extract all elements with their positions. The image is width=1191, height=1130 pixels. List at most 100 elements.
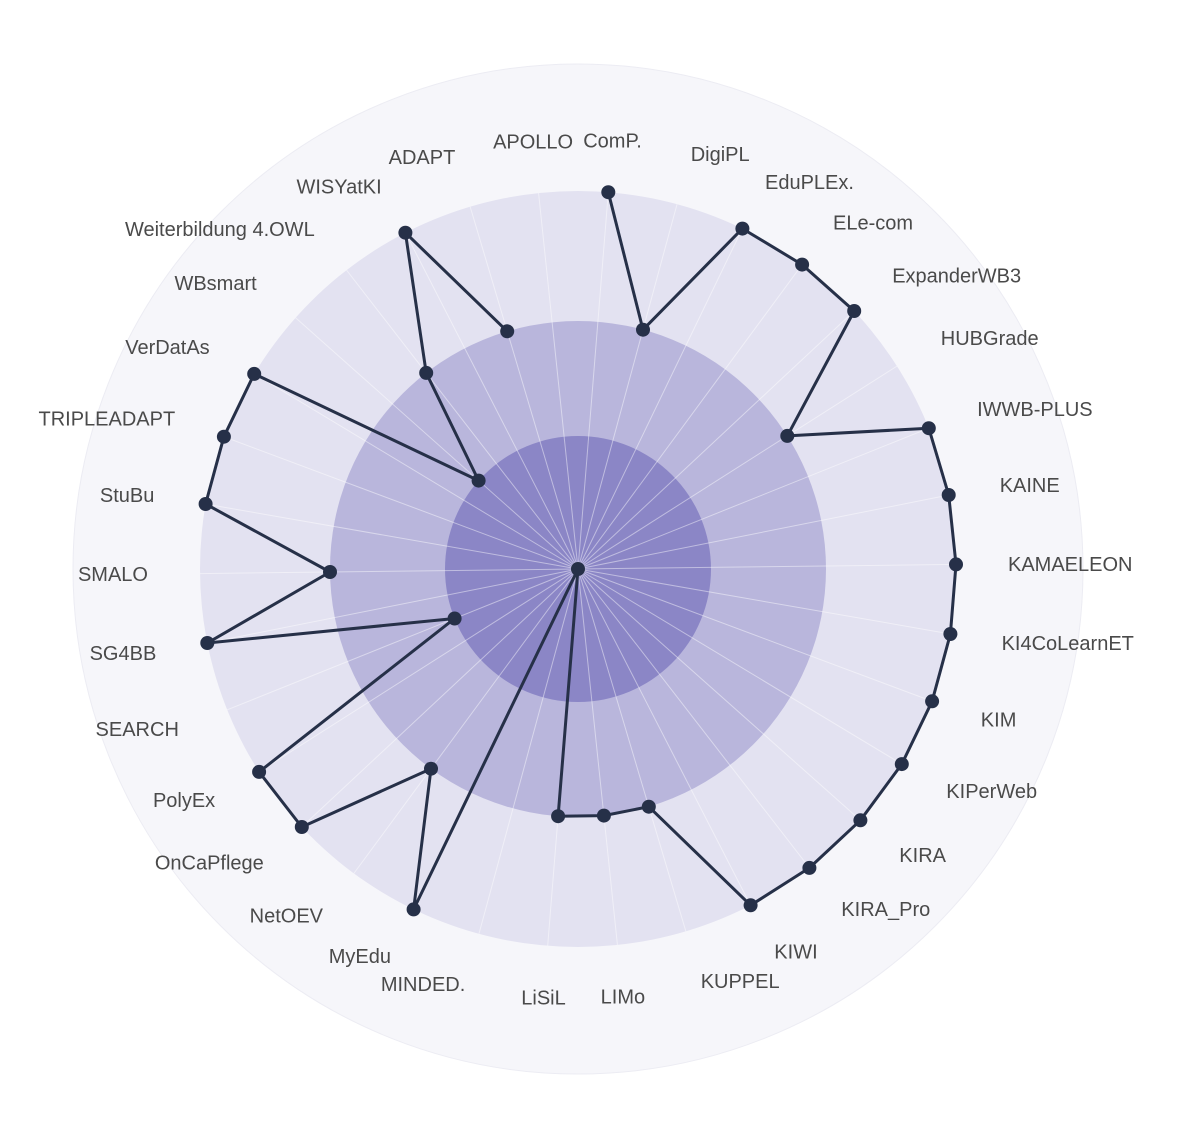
- axis-label-tripleadapt: TRIPLEADAPT: [38, 409, 175, 431]
- gridline-wbsmart: [295, 317, 579, 570]
- axis-label-wisyatki: WISYatKI: [296, 176, 381, 198]
- axis-label-comp: ComP.: [583, 130, 642, 152]
- data-series: [198, 185, 963, 917]
- point-limo: [596, 808, 611, 823]
- gridline-tripleadapt: [223, 436, 579, 570]
- axis-label-kiwi: KIWI: [774, 942, 817, 964]
- point-tripleadapt: [216, 429, 231, 444]
- axis-label-ele-com: ELe-com: [833, 213, 913, 235]
- axis-label-limo: LIMo: [601, 987, 645, 1009]
- point-oncapflege: [294, 820, 309, 834]
- point-kiwi: [743, 898, 758, 913]
- radial-gridlines: [200, 192, 956, 946]
- gridline-kuppel: [577, 568, 687, 932]
- axis-label-hubgrade: HUBGrade: [941, 328, 1039, 350]
- point-kira-pro: [802, 860, 817, 875]
- axis-label-verdatas: VerDatAs: [125, 337, 209, 359]
- point-ki4colearnet: [943, 627, 958, 641]
- axis-label-kiperweb: KIPerWeb: [946, 781, 1037, 803]
- axis-label-kira: KIRA: [899, 845, 946, 867]
- point-stubu: [198, 497, 213, 511]
- axis-label-search: SEARCH: [96, 719, 179, 741]
- gridline-kim: [577, 568, 933, 702]
- axis-label-iwwb-plus: IWWB-PLUS: [977, 399, 1093, 421]
- gridline-apollo: [538, 193, 579, 570]
- gridline-hubgrade: [577, 365, 898, 570]
- axis-label-smalo: SMALO: [78, 564, 148, 586]
- axis-label-myedu: MyEdu: [329, 946, 391, 968]
- point-kiperweb: [894, 757, 909, 772]
- axis-label-kaine: KAINE: [1000, 475, 1060, 497]
- gridline-smalo: [200, 568, 579, 575]
- gridline-ele-com: [577, 264, 803, 570]
- gridline-digipl: [577, 204, 678, 570]
- axis-label-adapt: ADAPT: [389, 147, 456, 169]
- axis-label-expanderwb3: ExpanderWB3: [892, 266, 1021, 288]
- gridline-oncapflege: [301, 568, 579, 828]
- axis-labels: ComP. DigiPL EduPLEx. ELe-com ExpanderWB3 HUB…: [38, 130, 1133, 1009]
- axis-label-kuppel: KUPPEL: [701, 971, 780, 993]
- gridline-minded: [478, 568, 579, 934]
- gridline-kira: [577, 568, 861, 821]
- axis-label-eduplex: EduPLEx.: [765, 172, 854, 194]
- point-kamaeleon: [949, 557, 963, 572]
- point-sg4bb: [200, 636, 215, 650]
- gridline-adapt: [469, 206, 579, 570]
- point-ele-com: [795, 257, 810, 272]
- point-digipl: [636, 322, 650, 337]
- axis-label-polyex: PolyEx: [153, 790, 215, 812]
- axis-label-lisil: LiSiL: [521, 988, 565, 1010]
- gridline-polyex: [258, 568, 579, 773]
- point-eduplex: [735, 221, 750, 236]
- axis-label-ki4colearnet: KI4CoLearnET: [1002, 633, 1134, 655]
- point-kaine: [941, 488, 956, 502]
- point-kira: [853, 813, 868, 828]
- point-wisyatki: [398, 225, 413, 240]
- gridline-search: [227, 568, 579, 711]
- point-netoev: [424, 761, 438, 776]
- point-minded: [571, 562, 585, 576]
- point-kuppel: [641, 799, 656, 814]
- axis-label-weiterbildung-4-owl: Weiterbildung 4.OWL: [125, 219, 315, 241]
- axis-label-wbsmart: WBsmart: [174, 273, 257, 295]
- point-comp: [601, 185, 616, 200]
- gridline-eduplex: [577, 228, 743, 570]
- gridline-expanderwb3: [577, 310, 855, 570]
- point-smalo: [323, 565, 337, 579]
- gridline-sg4bb: [207, 568, 579, 644]
- point-lisil: [551, 809, 566, 824]
- axis-label-minded: MINDED.: [381, 974, 465, 996]
- point-adapt: [500, 324, 515, 339]
- gridline-kaine: [577, 494, 949, 570]
- gridline-netoev: [353, 568, 579, 874]
- axis-label-apollo: APOLLO: [493, 131, 573, 153]
- axis-label-kira-pro: KIRA_Pro: [841, 899, 930, 921]
- point-verdatas: [247, 366, 262, 381]
- point-expanderwb3: [847, 304, 862, 318]
- gridline-comp: [577, 192, 609, 570]
- gridline-verdatas: [253, 373, 579, 570]
- gridline-kamaeleon: [577, 563, 956, 570]
- axis-label-kamaeleon: KAMAELEON: [1008, 554, 1132, 576]
- gridline-kiwi: [577, 568, 752, 906]
- axis-label-kim: KIM: [981, 710, 1017, 732]
- axis-label-netoev: NetOEV: [250, 905, 324, 927]
- point-kim: [925, 694, 940, 709]
- point-hubgrade: [780, 428, 795, 443]
- point-myedu: [406, 902, 421, 917]
- point-iwwb-plus: [921, 421, 936, 436]
- axis-label-oncapflege: OnCaPflege: [155, 853, 264, 875]
- gridline-limo: [577, 568, 618, 945]
- point-wbsmart: [471, 473, 486, 488]
- gridline-ki4colearnet: [577, 568, 951, 635]
- gridline-weiterbildung-4-owl: [346, 269, 579, 570]
- gridline-kiperweb: [577, 568, 903, 765]
- point-search: [447, 611, 462, 626]
- axis-label-sg4bb: SG4BB: [90, 643, 157, 665]
- gridline-stubu: [205, 503, 579, 570]
- axis-label-digipl: DigiPL: [691, 144, 750, 166]
- point-weiterbildung-4-owl: [419, 365, 434, 380]
- axis-label-stubu: StuBu: [100, 485, 154, 507]
